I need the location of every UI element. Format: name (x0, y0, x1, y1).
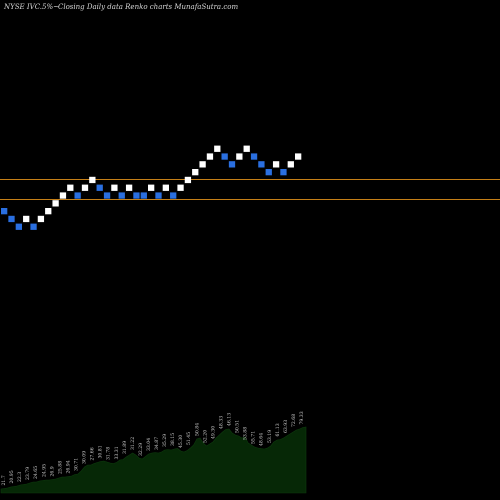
renko-brick-down (30, 223, 37, 230)
renko-brick-up (125, 184, 133, 191)
renko-brick-down (118, 192, 125, 199)
chart-ticker-title: NYSE IVC.5%~ (3, 3, 59, 11)
renko-brick-down (74, 192, 81, 199)
volume-label: 23.79 (25, 467, 31, 480)
volume-label: 50.51 (235, 420, 241, 433)
renko-brick-up (162, 184, 169, 191)
renko-brick-up (89, 176, 96, 184)
chart-subtitle: Closing Daily data Renko charts MunafaSu… (58, 3, 238, 11)
volume-label: 32.29 (138, 443, 144, 456)
renko-brick-up (23, 215, 30, 223)
renko-brick-up (236, 153, 243, 160)
renko-brick-up (214, 145, 221, 152)
volume-label: 24.65 (33, 466, 39, 479)
volume-label: 31.22 (130, 437, 136, 450)
volume-label: 21.7 (1, 475, 7, 485)
renko-brick-up (45, 208, 52, 215)
renko-brick-up (177, 184, 184, 191)
volume-area (0, 426, 307, 494)
renko-brick-down (170, 192, 177, 199)
renko-brick-down (221, 153, 228, 160)
volume-label: 25.88 (57, 461, 63, 474)
volume-label: 61.13 (275, 423, 281, 436)
volume-label: 52.20 (202, 430, 208, 443)
renko-brick-down (155, 192, 162, 199)
volume-label: 51.45 (186, 432, 192, 445)
renko-brick-down (228, 161, 236, 168)
volume-label: 48.64 (259, 433, 265, 446)
volume-label: 31.78 (106, 447, 112, 460)
volume-label: 72.68 (291, 414, 297, 427)
renko-brick-down (265, 169, 272, 176)
renko-brick-up (295, 153, 302, 160)
renko-brick-down (15, 223, 22, 230)
renko-brick-up (111, 184, 118, 191)
renko-brick-up (199, 161, 206, 168)
renko-brick-up (52, 200, 59, 207)
volume-area-layer (0, 426, 307, 494)
renko-brick-up (206, 153, 214, 160)
volume-label: 26.94 (65, 460, 71, 473)
volume-label: 38.15 (170, 433, 176, 446)
volume-label: 31.89 (122, 441, 128, 454)
volume-label: 53.88 (243, 427, 249, 440)
renko-brick-up (67, 184, 74, 191)
volume-label: 24.95 (41, 464, 47, 477)
volume-label: 27.66 (90, 447, 96, 460)
renko-brick-down (258, 161, 265, 168)
renko-brick-up (184, 176, 192, 184)
volume-label: 30.09 (82, 451, 88, 464)
volume-label: 26.9 (49, 466, 55, 476)
volume-label: 34.87 (154, 437, 160, 450)
volume-label: 46.13 (227, 413, 233, 426)
volume-label: 22.3 (17, 472, 23, 482)
renko-brick-down (250, 153, 258, 160)
volume-label: 63.93 (283, 420, 289, 433)
volume-label: 48.33 (218, 416, 224, 429)
renko-brick-down (1, 208, 8, 215)
renko-brick-up (287, 161, 294, 168)
renko-brick-down (103, 192, 111, 199)
volume-label: 53.19 (267, 430, 273, 443)
renko-brick-up (243, 145, 250, 152)
renko-brick-up (272, 161, 280, 168)
renko-brick-up (81, 184, 89, 191)
renko-brick-up (59, 192, 67, 199)
volume-label: 30.71 (73, 458, 79, 471)
volume-label: 50.84 (194, 423, 200, 436)
renko-brick-up (37, 215, 45, 223)
renko-brick-down (140, 192, 147, 199)
renko-brick-down (280, 169, 287, 176)
volume-label: 49.30 (210, 426, 216, 439)
volume-label: 79.33 (299, 411, 305, 424)
renko-bricks (1, 145, 302, 230)
renko-brick-up (148, 184, 155, 191)
volume-label: 35.29 (162, 434, 168, 447)
renko-brick-down (96, 184, 103, 191)
renko-brick-down (8, 215, 15, 223)
volume-label: 33.04 (146, 438, 152, 451)
volume-label: 30.81 (98, 445, 104, 458)
volume-label: 33.31 (114, 446, 120, 459)
volume-label: 20.95 (9, 470, 15, 483)
volume-label: 55.71 (251, 431, 257, 444)
volume-value-labels: 21.7 20.95 22.3 23.79 24.65 24.95 26.9 25.88 26.… (1, 411, 305, 485)
renko-brick-up (192, 169, 199, 176)
volume-label: 45.30 (178, 435, 184, 448)
renko-brick-down (133, 192, 140, 199)
